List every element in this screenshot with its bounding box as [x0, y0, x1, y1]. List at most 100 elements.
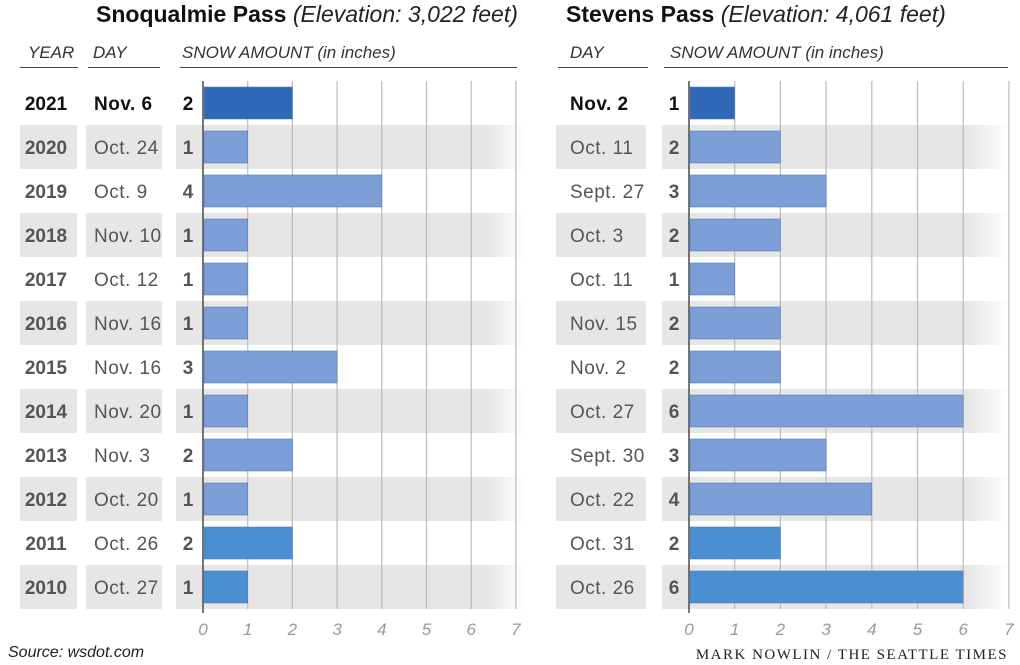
- snoqualmie-year-label: 2010: [25, 578, 67, 599]
- snoqualmie-bar: [203, 218, 249, 252]
- snoqualmie-day-label: Nov. 10: [94, 226, 162, 247]
- stevens-day-label: Oct. 27: [570, 402, 635, 423]
- stevens-day-label: Nov. 2: [570, 358, 627, 379]
- stevens-day-label: Nov. 2: [570, 94, 629, 115]
- stevens-row-stripe: [556, 213, 646, 257]
- snoqualmie-tick-label: 6: [466, 620, 476, 639]
- stevens-snow-column-header: SNOW AMOUNT (in inches): [670, 43, 884, 62]
- snoqualmie-day-label: Nov. 20: [94, 402, 162, 423]
- stevens-data-label: 2: [669, 358, 680, 379]
- stevens-day-label: Nov. 15: [570, 314, 638, 335]
- stevens-row-stripe-fade: [968, 213, 1008, 257]
- snoqualmie-bar: [203, 174, 383, 208]
- stevens-data-label: 6: [669, 402, 680, 423]
- stevens-tick-label: 0: [684, 620, 694, 639]
- snoqualmie-bar: [203, 394, 249, 428]
- stevens-day-label: Oct. 26: [570, 578, 635, 599]
- snoqualmie-year-label: 2020: [25, 138, 67, 159]
- stevens-data-label: 4: [669, 490, 680, 511]
- snoqualmie-data-label: 2: [183, 94, 194, 115]
- stevens-bar: [689, 306, 781, 340]
- stevens-data-label: 3: [669, 182, 680, 203]
- stevens-data-label: 2: [669, 226, 680, 247]
- snoqualmie-day-header-rule: [88, 67, 160, 68]
- source-note: Source: wsdot.com: [8, 644, 145, 661]
- snoqualmie-row-stripe-fade: [487, 389, 527, 433]
- snoqualmie-data-label: 2: [183, 446, 194, 467]
- stevens-tick-label: 4: [867, 620, 876, 639]
- stevens-tick-label: 5: [913, 620, 923, 639]
- snoqualmie-row-stripe-fade: [487, 477, 527, 521]
- snoqualmie-day-label: Oct. 9: [94, 182, 148, 203]
- snoqualmie-day-label: Oct. 20: [94, 490, 159, 511]
- snoqualmie-tick-label: 4: [377, 620, 386, 639]
- snoqualmie-tick-label: 7: [511, 620, 521, 639]
- stevens-bar: [689, 482, 873, 516]
- snoqualmie-year-label: 2011: [25, 534, 67, 555]
- snoqualmie-row-stripe-fade: [487, 301, 527, 345]
- stevens-row-stripe: [556, 389, 646, 433]
- year-column-header: YEAR: [28, 43, 75, 62]
- snoqualmie-tick-label: 0: [198, 620, 208, 639]
- stevens-tick-label: 3: [821, 620, 831, 639]
- stevens-row-stripe-fade: [968, 565, 1008, 609]
- stevens-row-stripe: [556, 565, 646, 609]
- stevens-row-stripe: [556, 301, 646, 345]
- credit-line: MARK NOWLIN / THE SEATTLE TIMES: [695, 647, 1008, 663]
- snoqualmie-tick-label: 3: [332, 620, 342, 639]
- snoqualmie-data-label: 3: [183, 358, 194, 379]
- snoqualmie-row-stripe: [86, 213, 162, 257]
- stevens-day-column-header: DAY: [570, 43, 604, 62]
- stevens-data-label: 2: [669, 314, 680, 335]
- snoqualmie-title-name: Snoqualmie Pass: [96, 1, 287, 27]
- stevens-day-label: Sept. 27: [570, 182, 645, 203]
- snoqualmie-row-stripe: [86, 565, 162, 609]
- snoqualmie-day-label: Nov. 16: [94, 314, 162, 335]
- snoqualmie-year-label: 2016: [25, 314, 67, 335]
- stevens-bar: [689, 526, 781, 560]
- stevens-title-elevation: (Elevation: 4,061 feet): [720, 1, 946, 27]
- snoqualmie-row-stripe-fade: [487, 213, 527, 257]
- snoqualmie-row-stripe: [20, 565, 77, 609]
- snoqualmie-row-stripe-fade: [487, 565, 527, 609]
- stevens-row-stripe-fade: [968, 389, 1008, 433]
- stevens-row-stripe-fade: [968, 477, 1008, 521]
- snoqualmie-row-stripe: [86, 477, 162, 521]
- snoqualmie-row-stripe: [20, 389, 77, 433]
- stevens-bar: [689, 350, 781, 384]
- snoqualmie-row-stripe: [86, 389, 162, 433]
- stevens-row-stripe-fade: [968, 301, 1008, 345]
- stevens-row-stripe: [556, 477, 646, 521]
- snoqualmie-year-label: 2012: [25, 490, 67, 511]
- snoqualmie-data-label: 2: [183, 534, 194, 555]
- stevens-title: Stevens Pass (Elevation: 4,061 feet): [566, 1, 946, 28]
- snoqualmie-bar: [203, 526, 293, 560]
- snoqualmie-row-stripe-fade: [487, 125, 527, 169]
- snoqualmie-day-label: Oct. 24: [94, 138, 159, 159]
- snoqualmie-bar: [203, 350, 338, 384]
- stevens-tick-label: 7: [1004, 620, 1014, 639]
- snoqualmie-year-label: 2019: [25, 182, 67, 203]
- snoqualmie-data-label: 1: [183, 138, 194, 159]
- snoqualmie-bar: [203, 438, 293, 472]
- snoqualmie-day-column-header: DAY: [93, 43, 127, 62]
- snoqualmie-day-label: Nov. 16: [94, 358, 162, 379]
- stevens-tick-label: 6: [958, 620, 968, 639]
- snoqualmie-year-label: 2013: [25, 446, 67, 467]
- snoqualmie-title: Snoqualmie Pass (Elevation: 3,022 feet): [96, 1, 518, 28]
- stevens-tick-label: 2: [775, 620, 786, 639]
- stevens-bar: [689, 438, 827, 472]
- snoqualmie-row-stripe: [86, 301, 162, 345]
- snoqualmie-data-label: 1: [183, 314, 194, 335]
- snoqualmie-bar: [203, 306, 249, 340]
- snoqualmie-data-label: 4: [183, 182, 194, 203]
- stevens-bar: [689, 174, 827, 208]
- stevens-data-label: 2: [669, 534, 680, 555]
- stevens-tick-label: 1: [730, 620, 739, 639]
- snoqualmie-row-stripe: [86, 125, 162, 169]
- stevens-data-label: 6: [669, 578, 680, 599]
- snoqualmie-row-stripe: [20, 477, 77, 521]
- stevens-day-label: Oct. 11: [570, 138, 633, 159]
